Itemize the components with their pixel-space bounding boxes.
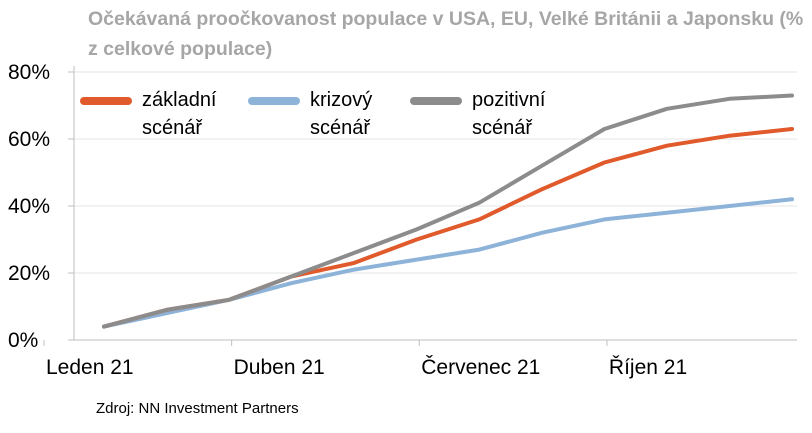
y-tick-label: 80% [8, 61, 50, 84]
chart-title: Očekávaná proočkovanost populace v USA, … [88, 8, 804, 60]
gridlines [74, 71, 797, 274]
legend-label: pozitivní [472, 89, 546, 111]
y-axis-ticks: 0% 20% 40% 60% 80% [8, 61, 74, 352]
series-line-0 [102, 127, 794, 329]
y-tick-label: 20% [8, 262, 50, 285]
legend-label: scénář [142, 117, 203, 139]
x-tick-label: Leden 21 [46, 356, 134, 379]
legend-label: základní [142, 89, 217, 111]
legend-label: scénář [310, 117, 371, 139]
series-line-1 [102, 197, 794, 329]
x-tick-label: Duben 21 [234, 356, 325, 379]
source-note: Zdroj: NN Investment Partners [96, 400, 299, 417]
legend-label: scénář [472, 117, 533, 139]
y-tick-label: 0% [8, 329, 38, 352]
legend-label: krizový [310, 89, 372, 111]
x-tick-label: Červenec 21 [421, 356, 540, 379]
axes [73, 66, 797, 341]
series-line-2 [102, 93, 794, 329]
legend: základní scénář krizový scénář pozitivní scén… [80, 89, 546, 139]
y-tick-label: 60% [8, 128, 50, 151]
x-tick-label: Říjen 21 [609, 356, 687, 379]
x-axis-ticks: Leden 21 Duben 21 Červenec 21 Říjen 21 [43, 340, 687, 379]
series-lines [102, 93, 794, 329]
y-tick-label: 40% [8, 195, 50, 218]
